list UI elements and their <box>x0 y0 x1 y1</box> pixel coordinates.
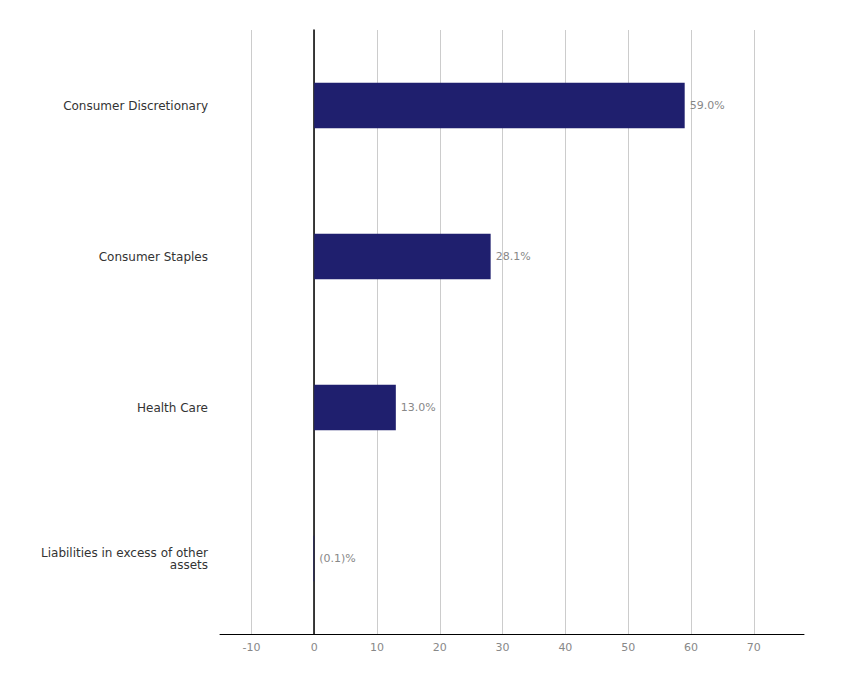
svg-text:20: 20 <box>433 641 447 654</box>
svg-text:59.0%: 59.0% <box>690 99 725 112</box>
svg-text:Liabilities in excess of other: Liabilities in excess of other <box>41 545 208 560</box>
svg-text:Health Care: Health Care <box>137 401 208 415</box>
svg-text:-10: -10 <box>242 641 260 654</box>
svg-text:0: 0 <box>311 641 318 654</box>
svg-text:40: 40 <box>558 641 572 654</box>
svg-text:Consumer Staples: Consumer Staples <box>99 250 208 264</box>
svg-text:(0.1)%: (0.1)% <box>319 552 356 565</box>
svg-text:50: 50 <box>621 641 635 654</box>
svg-text:28.1%: 28.1% <box>496 250 531 263</box>
svg-text:60: 60 <box>684 641 698 654</box>
svg-text:13.0%: 13.0% <box>401 401 436 414</box>
svg-text:30: 30 <box>496 641 510 654</box>
svg-text:70: 70 <box>747 641 761 654</box>
svg-text:Consumer Discretionary: Consumer Discretionary <box>63 99 208 113</box>
svg-text:10: 10 <box>370 641 384 654</box>
svg-text:assets: assets <box>170 558 208 572</box>
